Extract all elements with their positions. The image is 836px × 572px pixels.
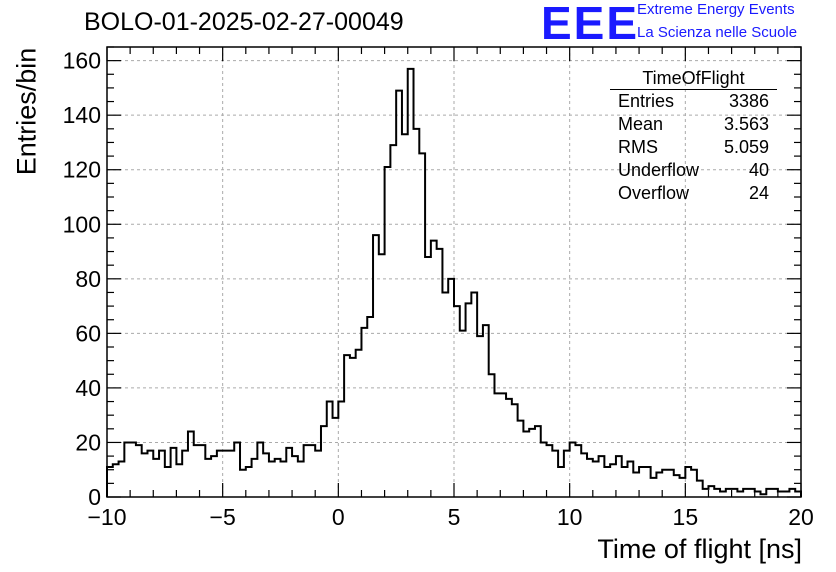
- y-tick-label: 100: [63, 211, 101, 237]
- x-tick-label: −5: [210, 504, 236, 530]
- stats-key: Overflow: [618, 183, 690, 203]
- x-tick-label: 15: [673, 504, 699, 530]
- stats-box: TimeOfFlight Entries 3386 Mean 3.563 RMS…: [610, 68, 777, 205]
- x-tick-label: −10: [87, 504, 126, 530]
- stats-row-entries: Entries 3386: [610, 90, 777, 113]
- x-tick-label: 10: [557, 504, 583, 530]
- stats-title: TimeOfFlight: [642, 68, 745, 88]
- stats-value: 24: [748, 183, 769, 203]
- stats-row-underflow: Underflow 40: [610, 159, 777, 182]
- y-tick-label: 60: [75, 320, 101, 346]
- stats-value: 3.563: [723, 114, 769, 134]
- x-tick-label: 20: [788, 504, 814, 530]
- logo-text-line1: Extreme Energy Events: [637, 1, 795, 18]
- stats-divider: [610, 89, 777, 90]
- y-tick-label: 140: [63, 102, 101, 128]
- y-tick-label: 0: [88, 484, 101, 510]
- stats-key: Underflow: [618, 160, 700, 180]
- stats-row-mean: Mean 3.563: [610, 113, 777, 136]
- stats-row-overflow: Overflow 24: [610, 182, 777, 205]
- stats-value: 5.059: [723, 137, 769, 157]
- x-axis-label: Time of flight [ns]: [597, 534, 802, 564]
- x-tick-label: 5: [448, 504, 461, 530]
- stats-value: 40: [748, 160, 769, 180]
- stats-key: Entries: [618, 91, 675, 111]
- histogram-series-line: [106, 67, 802, 497]
- stats-value: 3386: [728, 91, 769, 111]
- x-tick-label: 0: [332, 504, 345, 530]
- stats-key: Mean: [618, 114, 664, 134]
- y-tick-label: 120: [63, 157, 101, 183]
- stats-row-rms: RMS 5.059: [610, 136, 777, 159]
- y-tick-label: 40: [75, 375, 101, 401]
- y-tick-label: 20: [75, 429, 101, 455]
- eee-logo: EEE: [541, 0, 640, 49]
- logo-text-line2: La Scienza nelle Scuole: [637, 24, 798, 41]
- y-tick-label: 160: [63, 48, 101, 74]
- chart-title: BOLO-01-2025-02-27-00049: [84, 8, 404, 36]
- y-axis-label: Entries/bin: [11, 47, 42, 176]
- stats-key: RMS: [618, 137, 658, 157]
- y-tick-label: 80: [75, 266, 101, 292]
